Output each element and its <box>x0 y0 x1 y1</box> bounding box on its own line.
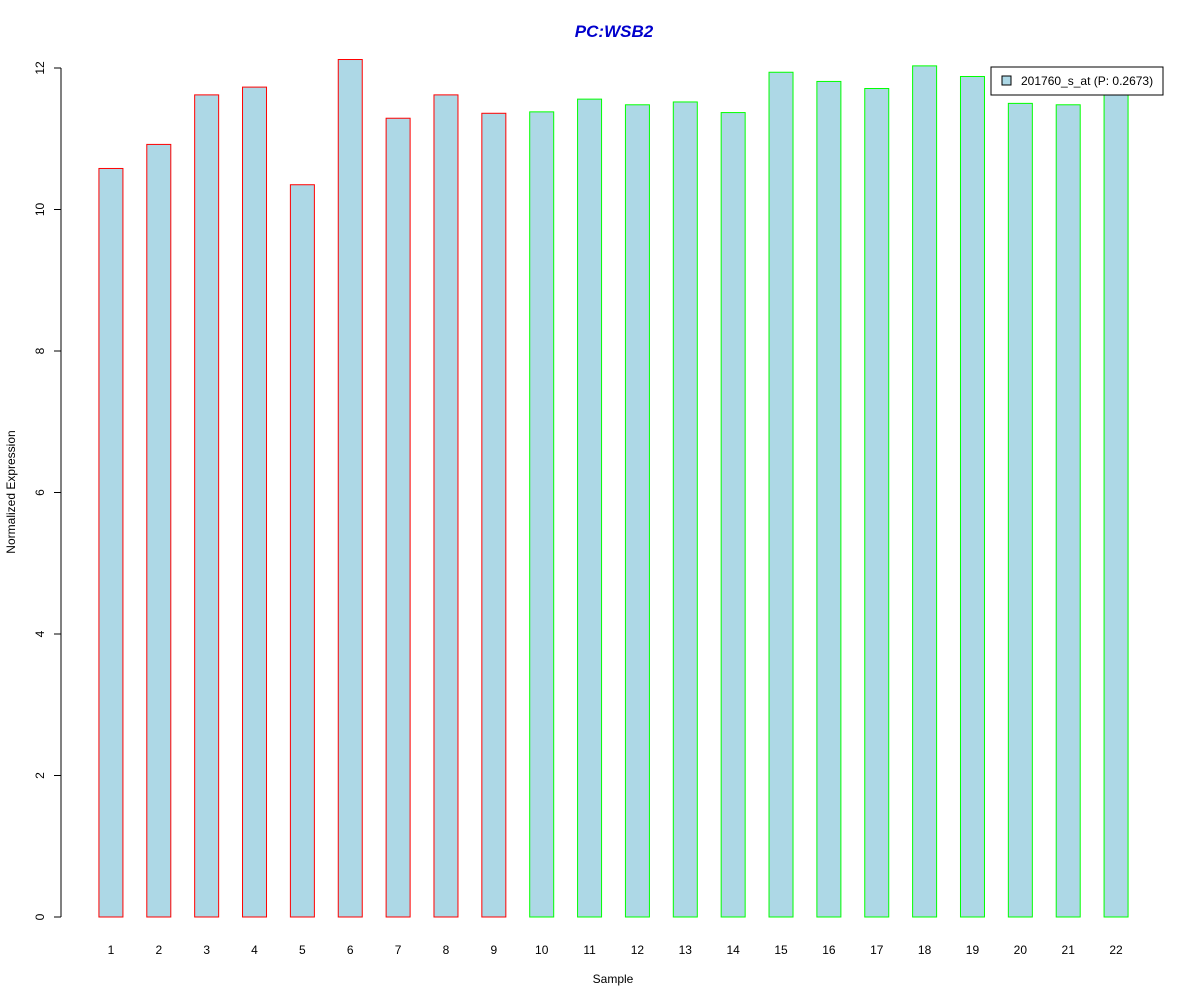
bar-sample-10 <box>529 111 555 918</box>
y-axis-label: Normalized Expression <box>4 430 18 553</box>
legend-entry-label: 201760_s_at (P: 0.2673) <box>1021 74 1153 88</box>
bar-sample-9 <box>481 112 507 918</box>
bar-sample-19 <box>959 75 985 918</box>
bar-sample-5 <box>289 184 315 918</box>
bar-sample-18 <box>912 65 938 918</box>
x-tick-label: 15 <box>774 943 788 957</box>
bar-sample-11 <box>577 98 603 918</box>
x-tick-label: 18 <box>918 943 932 957</box>
legend-box <box>990 66 1164 96</box>
bar-sample-20 <box>1007 102 1033 918</box>
x-tick-label: 5 <box>299 943 306 957</box>
x-tick-label: 2 <box>155 943 162 957</box>
x-tick-label: 17 <box>870 943 884 957</box>
bar-sample-3 <box>194 94 220 918</box>
x-tick-label: 16 <box>822 943 836 957</box>
bar-sample-6 <box>337 59 363 918</box>
y-tick-label: 8 <box>33 347 47 354</box>
x-tick-label: 7 <box>395 943 402 957</box>
x-tick-label: 12 <box>631 943 645 957</box>
bar-sample-4 <box>242 86 268 918</box>
x-tick-label: 13 <box>679 943 693 957</box>
x-axis-label: Sample <box>593 972 634 986</box>
y-tick-label: 2 <box>33 772 47 779</box>
x-tick-label: 20 <box>1014 943 1028 957</box>
y-tick-label: 0 <box>33 913 47 920</box>
bar-sample-15 <box>768 71 794 918</box>
x-tick-label: 8 <box>443 943 450 957</box>
x-tick-label: 10 <box>535 943 549 957</box>
legend-swatch <box>1001 75 1012 86</box>
x-tick-label: 1 <box>108 943 115 957</box>
bar-sample-8 <box>433 94 459 918</box>
x-tick-label: 19 <box>966 943 980 957</box>
bar-sample-7 <box>385 117 411 918</box>
x-tick-label: 21 <box>1062 943 1076 957</box>
y-tick-label: 6 <box>33 489 47 496</box>
bar-sample-17 <box>864 88 890 918</box>
y-tick-label: 10 <box>33 203 47 217</box>
bar-sample-16 <box>816 80 842 918</box>
y-tick-label: 4 <box>33 630 47 637</box>
chart-title: PC:WSB2 <box>575 22 654 41</box>
x-tick-label: 9 <box>490 943 497 957</box>
x-tick-label: 6 <box>347 943 354 957</box>
legend: 201760_s_at (P: 0.2673) <box>990 66 1164 96</box>
bar-sample-2 <box>146 143 172 918</box>
x-tick-label: 14 <box>726 943 740 957</box>
y-tick-label: 12 <box>33 61 47 75</box>
bar-sample-22 <box>1103 90 1129 918</box>
bar-sample-1 <box>98 167 124 918</box>
bar-sample-21 <box>1055 104 1081 918</box>
bars-group <box>98 59 1129 918</box>
bar-sample-13 <box>672 101 698 918</box>
bar-sample-12 <box>624 104 650 918</box>
x-tick-label: 3 <box>203 943 210 957</box>
x-tick-label: 4 <box>251 943 258 957</box>
x-tick-label: 22 <box>1109 943 1123 957</box>
x-tick-label: 11 <box>583 943 596 957</box>
bar-sample-14 <box>720 112 746 918</box>
x-axis-tick-labels: 1 2 3 4 5 6 7 8 9 10 11 12 13 14 15 16 17 18 19 20 21 22 <box>108 943 1123 957</box>
y-axis-ticks: 0 2 4 6 8 10 12 <box>33 61 61 920</box>
